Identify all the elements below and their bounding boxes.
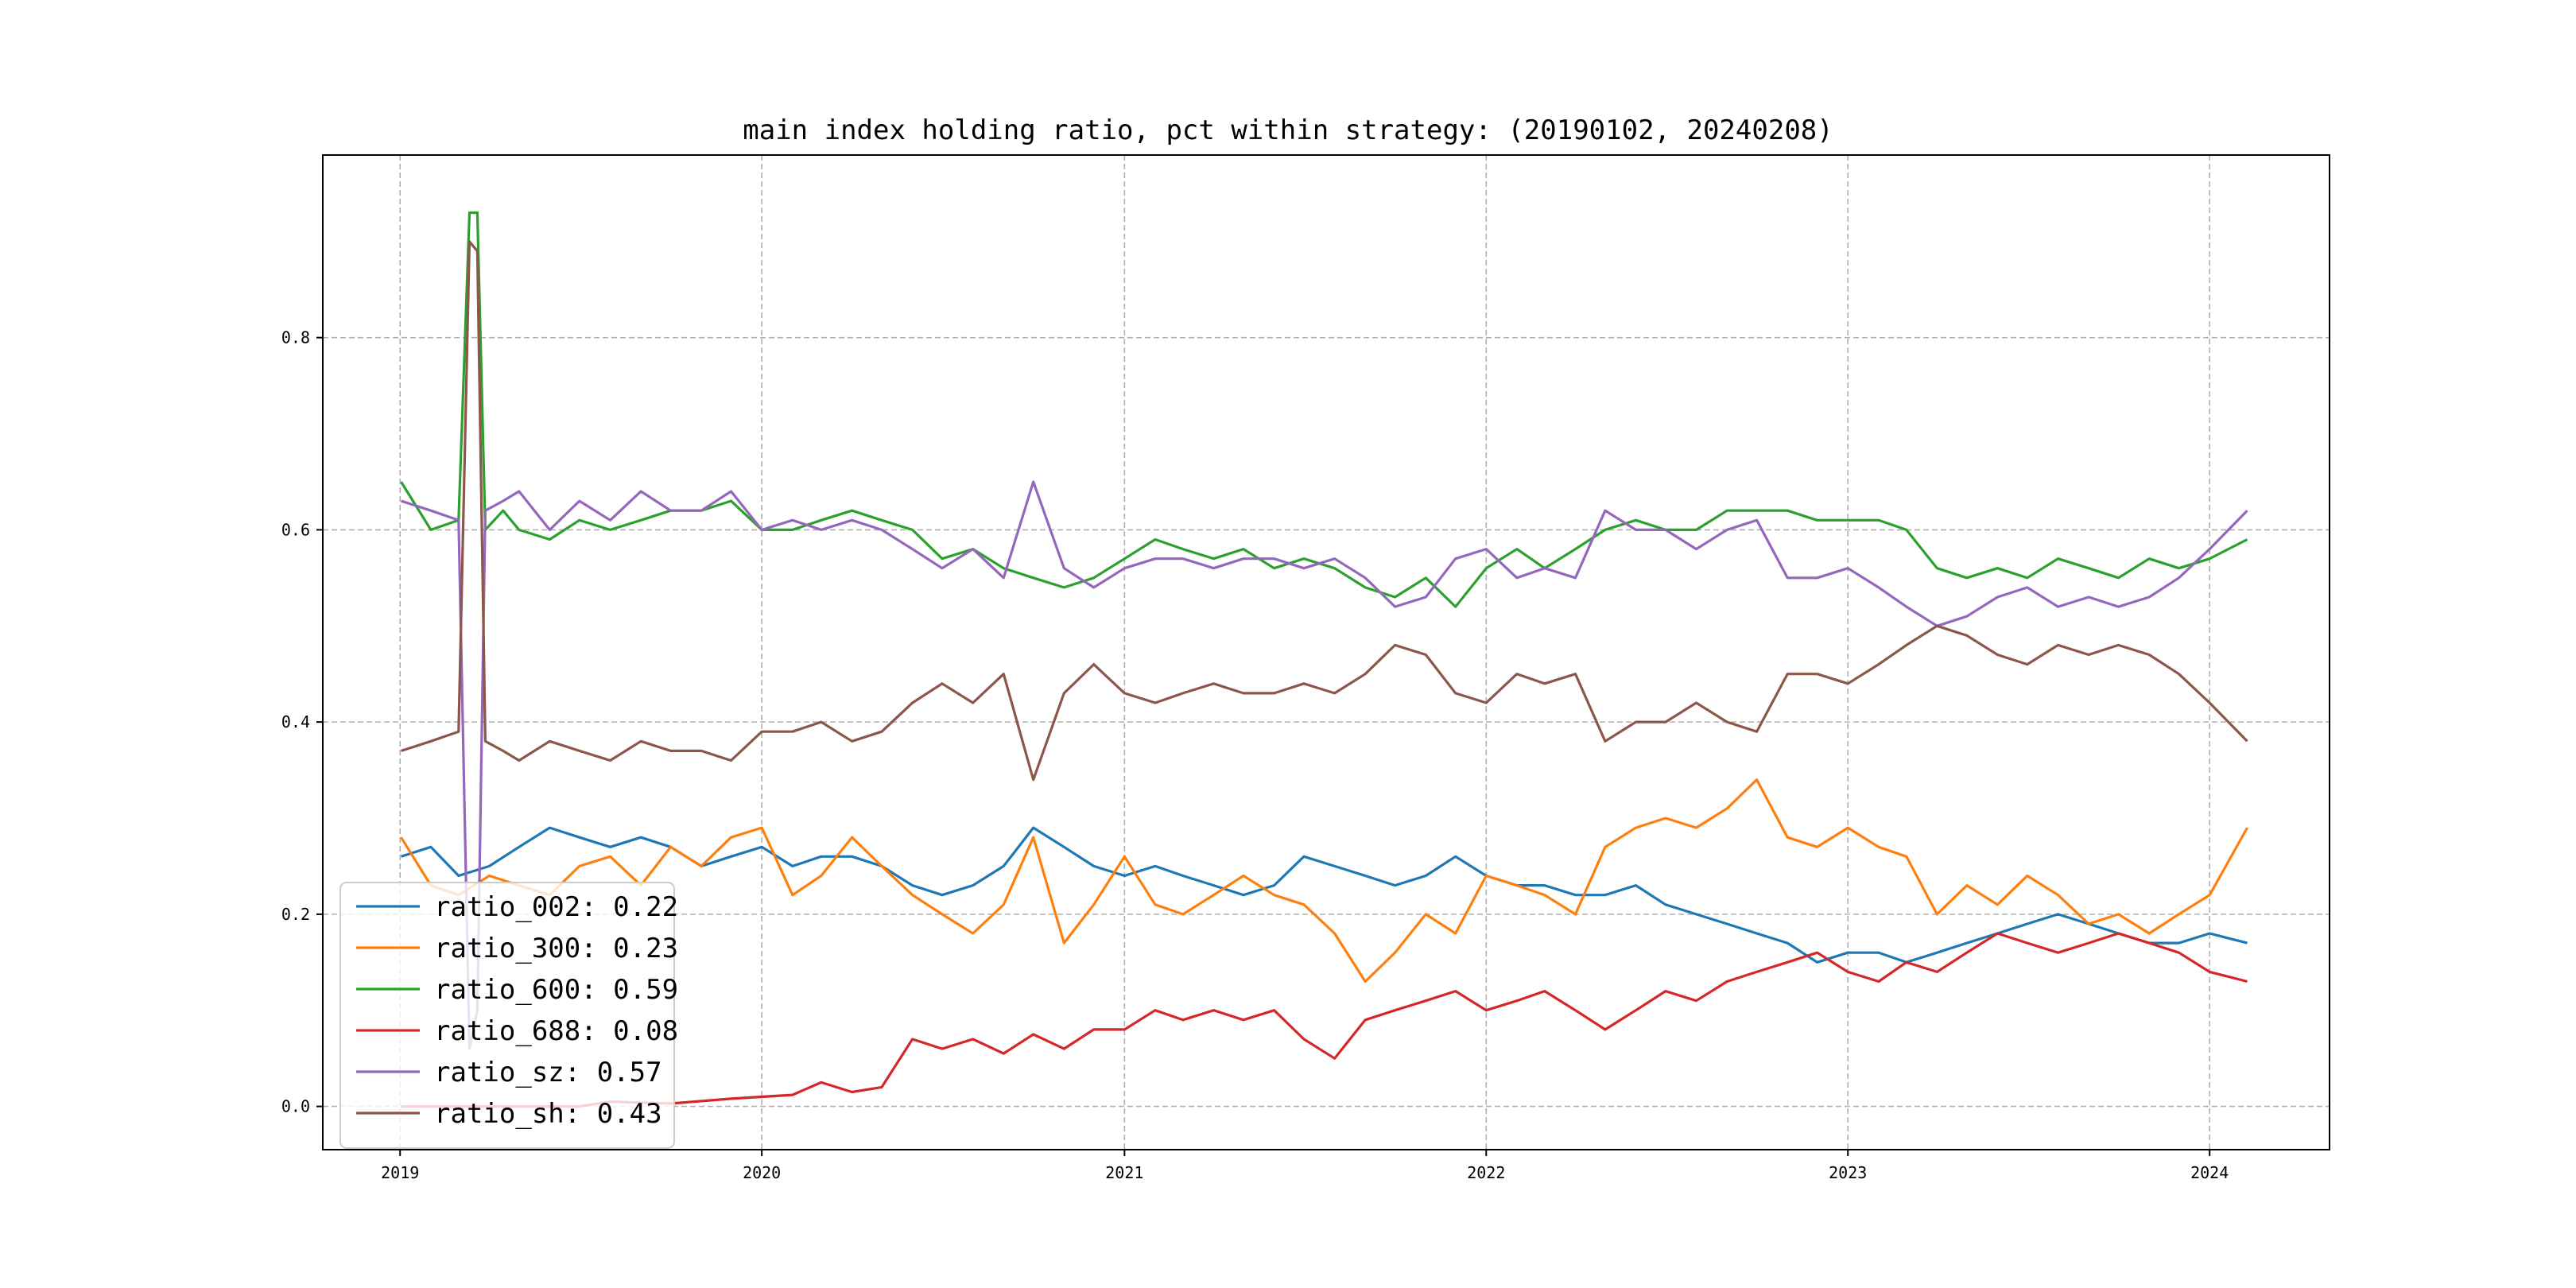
series-line-ratio-002 bbox=[401, 826, 2248, 964]
series-line-ratio-300 bbox=[400, 778, 2248, 983]
legend-box bbox=[339, 882, 675, 1149]
x-tick-label: 2020 bbox=[743, 1163, 781, 1182]
legend-label: ratio_600: 0.59 bbox=[434, 974, 678, 1006]
y-tick-label: 0.0 bbox=[281, 1097, 310, 1116]
legend-label: ratio_sh: 0.43 bbox=[434, 1098, 662, 1130]
y-tick-label: 0.6 bbox=[281, 520, 310, 539]
legend: ratio_002: 0.22 ratio_300: 0.23 ratio_600:… bbox=[339, 882, 678, 1149]
legend-label: ratio_688: 0.08 bbox=[434, 1015, 678, 1047]
x-tick-label: 2024 bbox=[2190, 1163, 2229, 1182]
x-tick-label: 2019 bbox=[381, 1163, 419, 1182]
legend-label: ratio_300: 0.23 bbox=[434, 933, 678, 964]
y-tick-label: 0.2 bbox=[281, 905, 310, 924]
series-line-ratio-sh bbox=[401, 240, 2248, 782]
x-tick-label: 2022 bbox=[1467, 1163, 1505, 1182]
y-tick-label: 0.8 bbox=[281, 328, 310, 347]
chart-title: main index holding ratio, pct within str… bbox=[743, 114, 1833, 146]
series-line-ratio-sz bbox=[401, 480, 2248, 1050]
x-tick-label: 2021 bbox=[1105, 1163, 1143, 1182]
x-tick-label: 2023 bbox=[1829, 1163, 1867, 1182]
series-line-ratio-688 bbox=[401, 932, 2248, 1108]
series-layer bbox=[400, 211, 2248, 1108]
series-line-ratio-600 bbox=[400, 211, 2248, 608]
y-tick-label: 0.4 bbox=[281, 712, 310, 731]
legend-label: ratio_002: 0.22 bbox=[434, 891, 678, 923]
legend-label: ratio_sz: 0.57 bbox=[434, 1057, 662, 1088]
ticks-layer: 0.0 0.2 0.4 0.6 0.8 2019 2020 2021 2022 2023 2024 bbox=[281, 328, 2229, 1182]
plot-frame bbox=[322, 154, 2330, 1150]
